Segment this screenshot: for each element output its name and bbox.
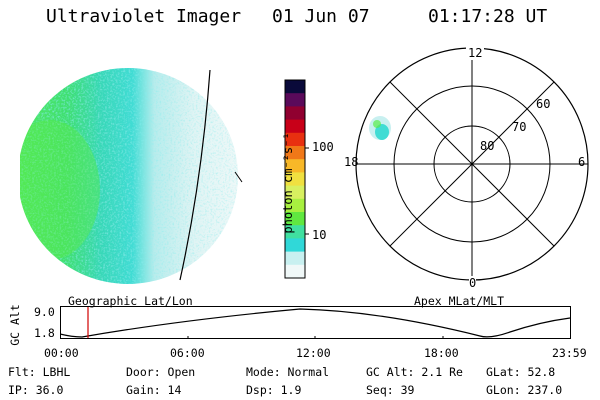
status-gc-alt: GC Alt: 2.1 Re [366,365,463,379]
mlt-label-12: 12 [466,46,485,60]
status-mode: Mode: Normal [246,365,330,379]
colorbar-step [285,172,305,187]
time-tick-0600: 06:00 [170,346,205,360]
gc-alt-axis-title: GC Alt [7,304,22,346]
geographic-label: Geographic Lat/Lon [68,294,193,308]
terminator-line [179,69,211,281]
altitude-curve [60,308,571,338]
mlt-label-6: 6 [578,155,586,169]
colorbar-gradient [285,80,305,279]
uv-image-disk [20,68,243,284]
status-door: Door: Open [126,365,196,379]
mlt-label-18: 18 [344,155,359,169]
alt-tick-9: 9.0 [34,305,55,319]
status-ip: IP: 36.0 [8,383,64,397]
colorbar-step [285,146,305,160]
date-label: 01 Jun 07 [272,6,370,27]
time-tick-2359: 23:59 [552,346,587,360]
status-dsp: Dsp: 1.9 [246,383,302,397]
mlt-label-0: 0 [469,276,477,290]
colorbar-tick-100: 100 [312,140,334,154]
colorbar-step [285,159,305,173]
time-tick-1800: 18:00 [424,346,459,360]
lat-label-70: 70 [512,120,527,134]
aurora-patch [369,116,391,140]
time-tick-0000: 00:00 [44,346,79,360]
polar-plot [355,47,589,281]
colorbar-step [285,212,305,226]
colorbar-step [285,132,305,147]
instrument-title: Ultraviolet Imager [46,6,242,27]
colorbar-step [285,119,305,134]
status-seq: Seq: 39 [366,383,415,397]
colorbar-step [285,238,305,253]
colorbar-step [285,264,305,279]
time-label: 01:17:28 UT [428,6,548,27]
colorbar-step [285,93,305,107]
colorbar-step [285,106,305,121]
time-tick-1200: 12:00 [296,346,331,360]
colorbar-step [285,80,305,94]
status-filter: Flt: LBHL [8,365,71,379]
colorbar-unit-label: photon cm⁻²s⁻¹ [281,132,295,234]
colorbar-tick-10: 10 [312,228,327,242]
colorbar-step [285,185,305,200]
status-glon: GLon: 237.0 [486,383,563,397]
colorbar-step [285,198,305,213]
colorbar-step [285,225,305,239]
lat-label-60: 60 [536,97,551,111]
altitude-plot [60,306,571,339]
lat-label-80: 80 [480,139,495,153]
status-gain: Gain: 14 [126,383,182,397]
status-glat: GLat: 52.8 [486,365,556,379]
apex-label: Apex MLat/MLT [414,294,505,308]
alt-tick-1-8: 1.8 [34,326,55,340]
colorbar [284,79,309,279]
colorbar-step [285,251,305,266]
